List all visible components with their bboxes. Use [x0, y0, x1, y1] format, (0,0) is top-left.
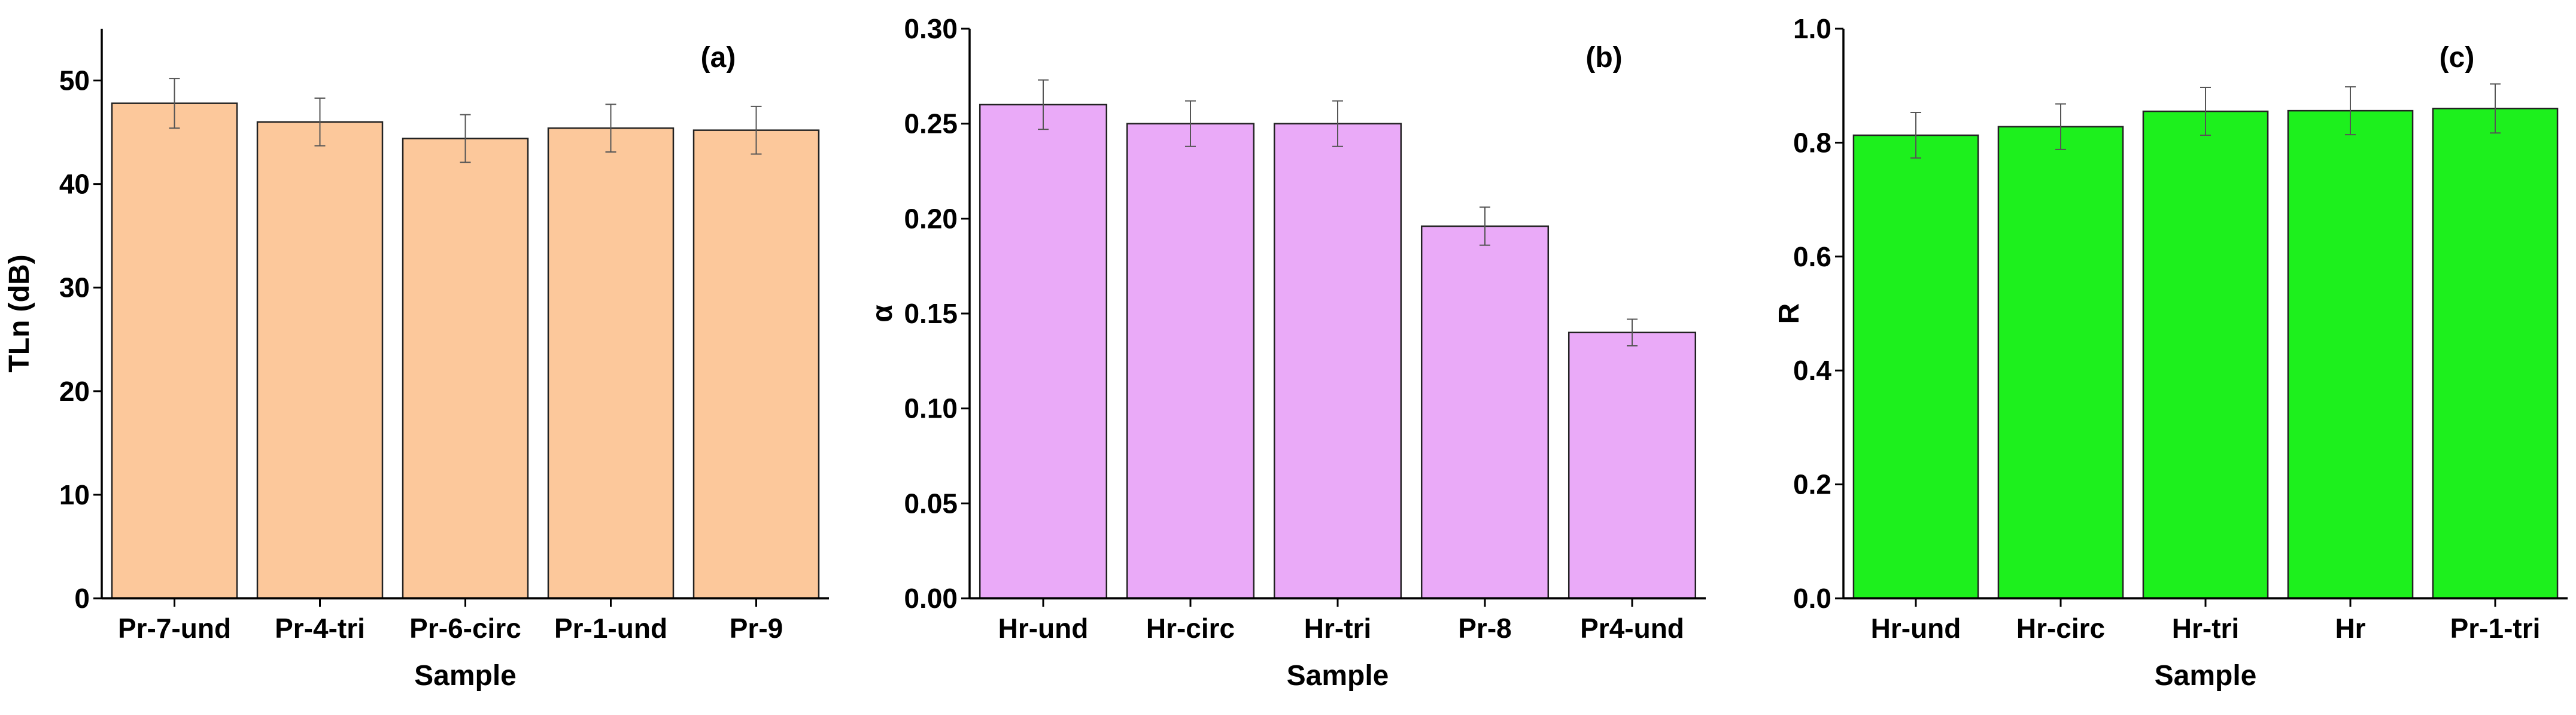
panel-3-ytick-label-4: 0.8	[1793, 127, 1831, 158]
panel-1-ytick-label-1: 10	[59, 479, 90, 510]
panel-1-bar-pr-4-tri	[256, 121, 384, 600]
panel-1-xtick-label-pr-6-circ: Pr-6-circ	[409, 613, 521, 644]
panel-1-x-axis-title: Sample	[414, 660, 517, 692]
panel-3-bar-hr-tri	[2142, 110, 2269, 600]
panel-3-xtick-label-hr-und: Hr-und	[1871, 613, 1961, 644]
panel-3-x-axis-title: Sample	[2155, 660, 2257, 692]
panel-2-ytick-label-5: 0.25	[904, 108, 958, 139]
panel-1-xtick-label-pr-4-tri: Pr-4-tri	[275, 613, 365, 644]
panel-2-bar-pr4-und	[1568, 331, 1697, 600]
panel-1-ytick-label-4: 40	[59, 169, 90, 200]
panel-3-xtick-label-hr: Hr	[2335, 613, 2365, 644]
panel-1-bar-pr-7-und	[111, 102, 238, 600]
panel-2-bar-hr-und	[979, 104, 1108, 600]
panel-2-bar-hr-circ	[1126, 123, 1255, 600]
panel-2-xtick-label-hr-und: Hr-und	[998, 613, 1089, 644]
panel-1-ytick-label-3: 30	[59, 272, 90, 303]
panel-2-bar-hr-tri	[1273, 123, 1402, 600]
panel-2-ytick-label-2: 0.10	[904, 393, 958, 424]
panel-2-ytick-label-4: 0.20	[904, 203, 958, 234]
panel-1-ytick-label-5: 50	[59, 65, 90, 96]
panel-3-panel-label: (c)	[2440, 42, 2475, 74]
panel-3-ytick-label-1: 0.2	[1793, 469, 1831, 500]
panel-2-bar-pr-8	[1420, 225, 1550, 600]
panel-2-panel-label: (b)	[1585, 42, 1622, 74]
panel-3-bar-hr-circ	[1997, 126, 2124, 600]
panel-2-ytick-label-0: 0.00	[904, 583, 958, 614]
panel-1-xtick-label-pr-1-und: Pr-1-und	[554, 613, 667, 644]
panel-1-ytick-label-0: 0	[74, 583, 90, 614]
panel-3-ytick-label-5: 1.0	[1793, 13, 1831, 44]
panel-3-ytick-label-0: 0.0	[1793, 583, 1831, 614]
panel-3-bar-hr	[2287, 109, 2414, 600]
panel-2-xtick-label-hr-circ: Hr-circ	[1146, 613, 1235, 644]
panel-2-y-axis-title: α	[867, 305, 898, 322]
panel-2-xtick-label-hr-tri: Hr-tri	[1304, 613, 1371, 644]
panel-1-bar-pr-9	[692, 129, 820, 600]
panel-1-xtick-label-pr-9: Pr-9	[730, 613, 783, 644]
panel-3-xtick-label-pr-1-tri: Pr-1-tri	[2450, 613, 2541, 644]
panel-1-bar-pr-1-und	[547, 127, 675, 600]
panel-3-bar-hr-und	[1852, 134, 1979, 600]
panel-2-ytick-label-3: 0.15	[904, 298, 958, 329]
panel-1-bar-pr-6-circ	[402, 138, 529, 600]
panel-1-y-axis-title: TLn (dB)	[4, 254, 35, 372]
panel-2-ytick-label-1: 0.05	[904, 488, 958, 519]
panel-2-xtick-label-pr-8: Pr-8	[1458, 613, 1511, 644]
panel-3-ytick-label-3: 0.6	[1793, 241, 1831, 272]
panel-2-x-axis-title: Sample	[1287, 660, 1389, 692]
panel-3-xtick-label-hr-tri: Hr-tri	[2172, 613, 2239, 644]
panel-2-xtick-label-pr4-und: Pr4-und	[1580, 613, 1684, 644]
panel-3-y-axis-title: R	[1773, 303, 1805, 324]
panel-3-ytick-label-2: 0.4	[1793, 355, 1831, 386]
panel-3-xtick-label-hr-circ: Hr-circ	[2016, 613, 2105, 644]
panel-1-panel-label: (a)	[701, 42, 736, 74]
panel-1-ytick-label-2: 20	[59, 376, 90, 407]
panel-2-ytick-label-6: 0.30	[904, 13, 958, 44]
panel-1-xtick-label-pr-7-und: Pr-7-und	[118, 613, 231, 644]
panel-3-bar-pr-1-tri	[2432, 108, 2559, 600]
